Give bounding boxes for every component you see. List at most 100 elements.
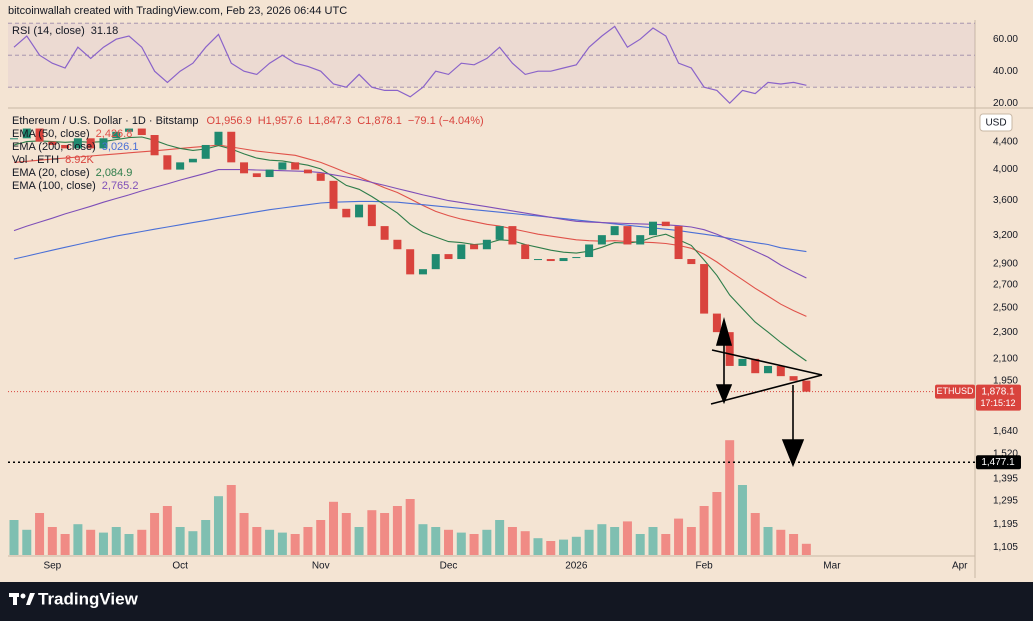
candle — [418, 269, 427, 275]
volume-bar — [188, 531, 198, 555]
candle — [776, 365, 785, 377]
volume-bar — [469, 534, 479, 555]
volume-bar — [776, 529, 786, 555]
volume-bar — [699, 506, 709, 555]
volume-bar — [559, 539, 569, 555]
volume-bar — [533, 538, 543, 555]
rsi-pane: 20.00 40.00 60.00 RSI (14, close) 31.18 — [8, 22, 1018, 109]
candle — [546, 259, 555, 262]
candle — [163, 155, 172, 170]
volume-bar — [725, 440, 735, 555]
volume-bar — [801, 543, 811, 555]
logo-part — [20, 593, 26, 599]
candle — [802, 380, 811, 392]
candle — [559, 258, 568, 262]
drawing-tools — [710, 317, 823, 468]
triangle-upper — [711, 349, 823, 376]
volume-bar — [341, 513, 351, 555]
candle — [303, 169, 312, 174]
volume-bar — [597, 524, 607, 555]
rsi-tick-label: 20.00 — [993, 98, 1018, 109]
candle — [597, 235, 606, 245]
candle — [470, 244, 479, 250]
y-tick-label: 1,950 — [993, 375, 1018, 386]
price-tag-label: 1,878.1 — [981, 386, 1015, 397]
volume-bar — [201, 520, 211, 555]
legend-name: EMA (20, close) — [12, 167, 90, 179]
candle — [764, 365, 773, 374]
legend-value: 2,426.8 — [96, 128, 133, 140]
rsi-tick-label: 60.00 — [993, 34, 1018, 45]
y-tick-label: 2,100 — [993, 354, 1018, 365]
volume-bar — [712, 492, 722, 555]
volume-bar — [392, 506, 402, 555]
price-tag-countdown: 17:15:12 — [980, 398, 1015, 408]
y-tick-label: 2,700 — [993, 280, 1018, 291]
candle — [112, 131, 121, 139]
volume-bar — [495, 520, 505, 555]
legend-ohlc: O1,956.9 — [206, 115, 251, 127]
symbol-tag-label: ETHUSD — [936, 386, 974, 396]
y-tick-label: 3,200 — [993, 230, 1018, 241]
volume-bar — [686, 527, 696, 555]
legend-value: 2,084.9 — [96, 167, 133, 179]
candle — [738, 358, 747, 366]
volume-bar — [750, 513, 760, 555]
candle — [789, 376, 798, 381]
candle — [355, 204, 364, 218]
legend-ohlc: L1,847.3 — [308, 115, 351, 127]
legend-ohlc: C1,878.1 — [357, 115, 402, 127]
x-tick-label: Dec — [440, 561, 458, 572]
background — [0, 0, 1033, 582]
candle — [99, 138, 108, 149]
candle — [406, 249, 415, 275]
candle — [188, 158, 197, 163]
volume-bar — [405, 499, 415, 555]
y-tick-label: 2,300 — [993, 327, 1018, 338]
x-tick-label: Sep — [43, 561, 61, 572]
candle — [252, 173, 261, 178]
level-tag — [976, 455, 1021, 470]
logo-part — [13, 593, 17, 605]
currency-label: USD — [985, 118, 1006, 129]
volume-bar — [431, 527, 441, 555]
legend-name: EMA (200, close) — [12, 141, 96, 153]
ema-line — [13, 136, 807, 362]
y-tick-label: 1,105 — [993, 542, 1018, 553]
legend-value: 8.92K — [65, 154, 94, 166]
logo-part — [26, 593, 35, 605]
volume-bar — [367, 510, 377, 555]
volume-bar — [520, 531, 530, 555]
y-tick-label: 1,520 — [993, 448, 1018, 459]
candle — [48, 141, 57, 145]
candle — [201, 144, 210, 159]
volume-bar — [213, 496, 223, 555]
candle — [22, 128, 31, 139]
candle — [265, 169, 274, 178]
y-tick-label: 1,640 — [993, 426, 1018, 437]
candle — [291, 162, 300, 170]
volume-bar — [226, 485, 236, 555]
candle — [610, 226, 619, 236]
candle — [329, 180, 338, 209]
candle — [61, 144, 70, 149]
candle — [508, 226, 517, 245]
volume-bar — [265, 529, 275, 555]
candle — [150, 135, 159, 156]
candle — [240, 162, 249, 174]
y-tick-label: 1,395 — [993, 474, 1018, 485]
arrow-head — [781, 439, 805, 468]
volume-bar — [507, 527, 517, 555]
candle — [674, 226, 683, 260]
volume-bar — [277, 532, 287, 555]
candle — [636, 235, 645, 245]
currency-box — [979, 113, 1013, 132]
volume-bar — [60, 534, 70, 555]
volume-bar — [124, 534, 134, 555]
candle — [444, 254, 453, 260]
volume-bar — [137, 529, 147, 555]
candle — [227, 131, 236, 163]
brand-name: TradingView — [38, 589, 139, 608]
rsi-tick-label: 40.00 — [993, 66, 1018, 77]
